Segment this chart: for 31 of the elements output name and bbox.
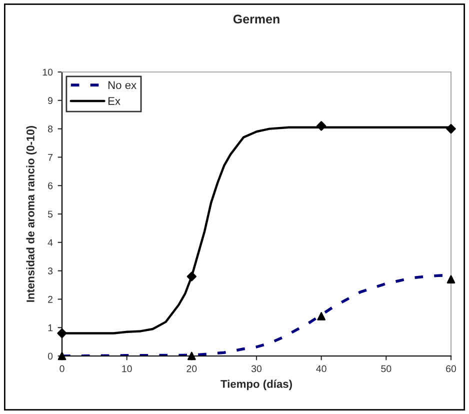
y-tick-label: 9 — [48, 97, 53, 104]
x-tick-label: 20 — [186, 365, 197, 372]
point — [57, 328, 67, 338]
x-tick-label: 60 — [446, 365, 456, 372]
y-tick-label: 8 — [48, 126, 53, 132]
point — [446, 275, 456, 284]
point — [188, 352, 196, 360]
x-tick-label: 10 — [122, 365, 132, 372]
y-tick-label: 2 — [48, 296, 52, 303]
y-tick-label: 1 — [48, 324, 52, 332]
chart-title: Germen — [233, 14, 280, 24]
x-tick-label: 50 — [381, 365, 392, 372]
y-tick-label: 3 — [48, 268, 53, 274]
x-axis-title: Tiempo (días) — [220, 380, 292, 390]
legend-label: No ex — [108, 81, 136, 90]
x-tick-label: 0 — [60, 365, 64, 372]
y-tick-label: 6 — [48, 182, 53, 190]
y-tick-label: 5 — [48, 210, 53, 218]
y-tick-label: 10 — [42, 68, 53, 76]
x-tick-label: 40 — [316, 365, 326, 372]
point — [58, 352, 66, 360]
point — [316, 121, 326, 131]
y-tick-label: 4 — [48, 239, 53, 246]
point — [186, 272, 197, 282]
x-tick-label: 30 — [251, 365, 262, 372]
y-tick-label: 7 — [48, 154, 52, 161]
legend-label: Ex — [108, 97, 120, 105]
y-tick-label: 0 — [48, 352, 53, 360]
point — [446, 124, 456, 134]
y-axis-title: Intensidad de aroma rancio (0-10) — [26, 126, 37, 302]
point — [317, 312, 326, 320]
